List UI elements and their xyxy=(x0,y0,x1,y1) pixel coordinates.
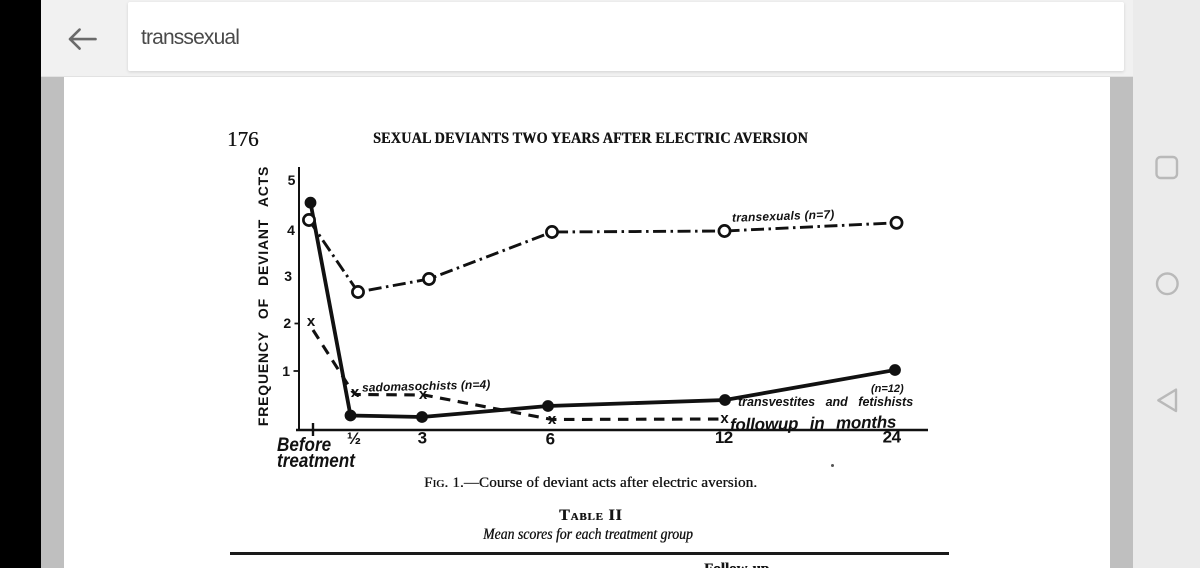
svg-text:x: x xyxy=(307,313,316,330)
svg-text:x: x xyxy=(720,410,729,427)
svg-text:x: x xyxy=(419,386,428,403)
svg-text:6: 6 xyxy=(546,430,555,449)
svg-text:1: 1 xyxy=(282,363,290,379)
svg-text:3: 3 xyxy=(284,268,292,284)
svg-text:3: 3 xyxy=(418,429,427,448)
svg-text:½: ½ xyxy=(347,429,361,448)
svg-text:4: 4 xyxy=(287,222,295,238)
svg-text:5: 5 xyxy=(288,172,296,188)
svg-text:12: 12 xyxy=(715,428,733,447)
svg-text:x: x xyxy=(351,384,360,401)
svg-text:x: x xyxy=(548,411,557,428)
svg-text:24: 24 xyxy=(883,428,902,447)
svg-text:2: 2 xyxy=(283,315,291,331)
